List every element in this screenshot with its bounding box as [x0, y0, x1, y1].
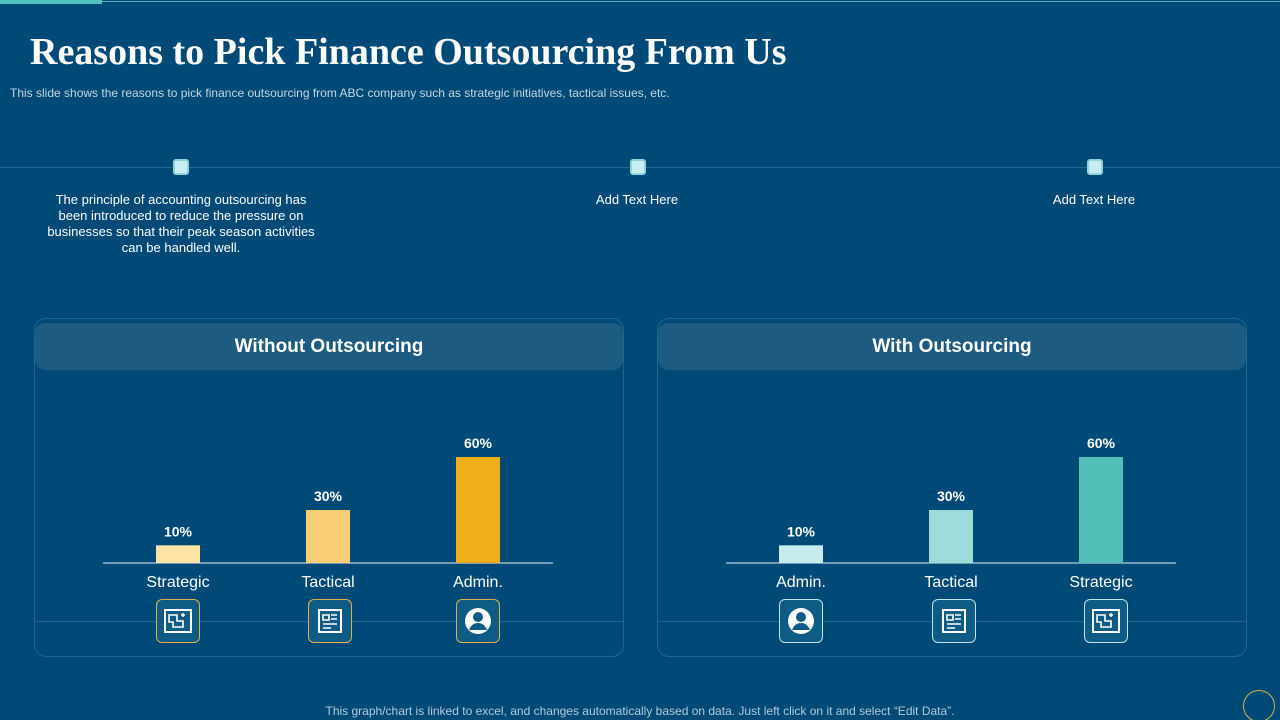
data-label: 30% — [314, 488, 343, 504]
plan-icon — [932, 599, 976, 643]
data-label: 10% — [787, 523, 816, 539]
with-outsourcing-panel: With Outsourcing 10% Admin. 30% Tactical 60%… — [657, 318, 1247, 657]
data-label: 60% — [1087, 435, 1116, 451]
bar-strategic — [1079, 457, 1123, 563]
without-outsourcing-chart: 10% Strategic 30% Tactical 60% Admin. — [103, 435, 553, 591]
category-label: Tactical — [924, 574, 977, 591]
slide-title: Reasons to Pick Finance Outsourcing From… — [30, 31, 787, 73]
plan-icon — [308, 599, 352, 643]
data-label: 60% — [464, 435, 493, 451]
timeline-text-2: Add Text Here — [595, 192, 679, 207]
slide-subtitle: This slide shows the reasons to pick fin… — [10, 86, 670, 100]
corner-circle-decoration — [1243, 690, 1275, 720]
timeline-marker-1 — [173, 159, 189, 175]
with-outsourcing-header: With Outsourcing — [658, 323, 1246, 370]
timeline-marker-2 — [630, 159, 646, 175]
data-label: 30% — [937, 488, 966, 504]
timeline-text-1: The principle of accounting outsourcing … — [47, 192, 315, 255]
bar-admin — [779, 545, 823, 563]
bar-admin — [456, 457, 500, 563]
without-outsourcing-panel: Without Outsourcing 10% Strategic 30% Tacti… — [34, 318, 624, 657]
category-label: Strategic — [1069, 574, 1132, 591]
blueprint-icon — [156, 599, 200, 643]
timeline-text-3: Add Text Here — [1052, 192, 1136, 207]
bar-tactical — [306, 510, 350, 563]
user-icon — [779, 599, 823, 643]
category-label: Admin. — [453, 574, 503, 591]
without-outsourcing-header: Without Outsourcing — [35, 323, 623, 370]
bar-tactical — [929, 510, 973, 563]
timeline-marker-3 — [1087, 159, 1103, 175]
bar-strategic — [156, 545, 200, 563]
category-label: Strategic — [146, 574, 209, 591]
with-outsourcing-chart: 10% Admin. 30% Tactical 60% Strategic — [726, 435, 1176, 591]
user-icon — [456, 599, 500, 643]
blueprint-icon — [1084, 599, 1128, 643]
top-rule — [0, 1, 1280, 2]
footer-note: This graph/chart is linked to excel, and… — [325, 704, 955, 718]
category-label: Tactical — [301, 574, 354, 591]
data-label: 10% — [164, 523, 193, 539]
category-label: Admin. — [776, 574, 826, 591]
top-accent-bar — [0, 0, 102, 4]
